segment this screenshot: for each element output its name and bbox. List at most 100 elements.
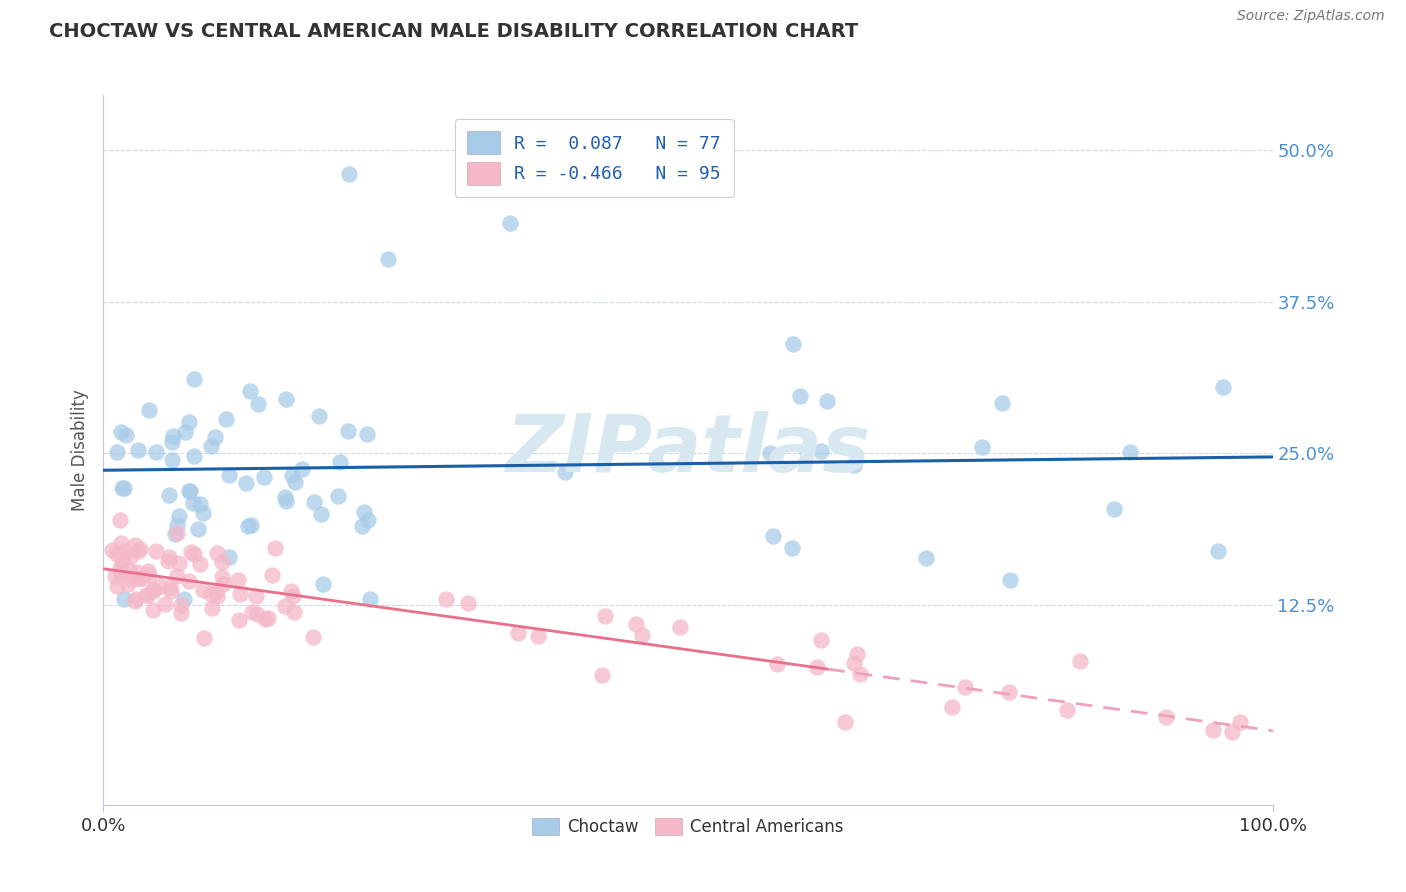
Point	[190, 497, 212, 511]
Point	[112, 481, 135, 495]
Point	[915, 551, 938, 566]
Point	[815, 393, 838, 408]
Point	[105, 444, 128, 458]
Point	[998, 684, 1021, 698]
Point	[111, 481, 134, 495]
Point	[309, 507, 332, 521]
Point	[1069, 654, 1091, 668]
Point	[112, 591, 135, 606]
Point	[953, 680, 976, 694]
Point	[160, 583, 183, 598]
Point	[631, 627, 654, 641]
Point	[308, 409, 330, 423]
Point	[157, 487, 180, 501]
Point	[499, 216, 522, 230]
Point	[183, 372, 205, 386]
Point	[127, 572, 149, 586]
Point	[181, 496, 204, 510]
Point	[359, 591, 381, 606]
Point	[110, 513, 132, 527]
Point	[253, 612, 276, 626]
Point	[143, 582, 166, 597]
Legend: Choctaw, Central Americans: Choctaw, Central Americans	[526, 812, 851, 843]
Point	[302, 495, 325, 509]
Point	[591, 667, 613, 681]
Point	[179, 574, 201, 589]
Point	[136, 564, 159, 578]
Point	[311, 577, 333, 591]
Point	[991, 396, 1014, 410]
Point	[118, 563, 141, 577]
Point	[193, 632, 215, 646]
Point	[245, 607, 267, 622]
Point	[170, 607, 193, 621]
Point	[845, 647, 868, 661]
Point	[941, 700, 963, 714]
Point	[1154, 710, 1177, 724]
Point	[1102, 502, 1125, 516]
Point	[789, 389, 811, 403]
Point	[508, 625, 530, 640]
Point	[212, 577, 235, 591]
Point	[834, 715, 856, 730]
Point	[336, 424, 359, 438]
Point	[138, 568, 160, 582]
Point	[766, 657, 789, 672]
Point	[110, 536, 132, 550]
Point	[218, 468, 240, 483]
Point	[127, 442, 149, 457]
Point	[191, 506, 214, 520]
Point	[124, 593, 146, 607]
Point	[236, 519, 259, 533]
Point	[141, 582, 163, 597]
Point	[253, 470, 276, 484]
Point	[124, 538, 146, 552]
Point	[274, 494, 297, 508]
Point	[1220, 725, 1243, 739]
Point	[291, 462, 314, 476]
Point	[159, 580, 181, 594]
Point	[177, 484, 200, 499]
Point	[115, 428, 138, 442]
Point	[218, 549, 240, 564]
Point	[169, 556, 191, 570]
Point	[157, 549, 180, 564]
Point	[842, 656, 865, 670]
Point	[245, 589, 267, 603]
Y-axis label: Male Disability: Male Disability	[72, 389, 89, 511]
Point	[247, 397, 270, 411]
Point	[794, 442, 817, 457]
Point	[356, 427, 378, 442]
Point	[110, 566, 132, 581]
Text: ZIPatlas: ZIPatlas	[505, 411, 870, 489]
Point	[235, 476, 257, 491]
Point	[118, 549, 141, 564]
Point	[170, 598, 193, 612]
Point	[138, 588, 160, 602]
Point	[229, 587, 252, 601]
Point	[240, 517, 263, 532]
Point	[127, 544, 149, 558]
Point	[762, 528, 785, 542]
Point	[166, 518, 188, 533]
Point	[142, 603, 165, 617]
Point	[156, 554, 179, 568]
Point	[149, 579, 172, 593]
Point	[263, 541, 285, 556]
Point	[183, 449, 205, 463]
Point	[280, 583, 302, 598]
Point	[110, 561, 132, 575]
Point	[173, 591, 195, 606]
Point	[352, 518, 374, 533]
Point	[240, 605, 263, 619]
Point	[626, 617, 648, 632]
Point	[527, 629, 550, 643]
Point	[228, 574, 250, 588]
Point	[166, 569, 188, 583]
Point	[274, 599, 297, 614]
Point	[377, 252, 399, 266]
Point	[105, 579, 128, 593]
Point	[326, 489, 349, 503]
Point	[593, 608, 616, 623]
Point	[145, 445, 167, 459]
